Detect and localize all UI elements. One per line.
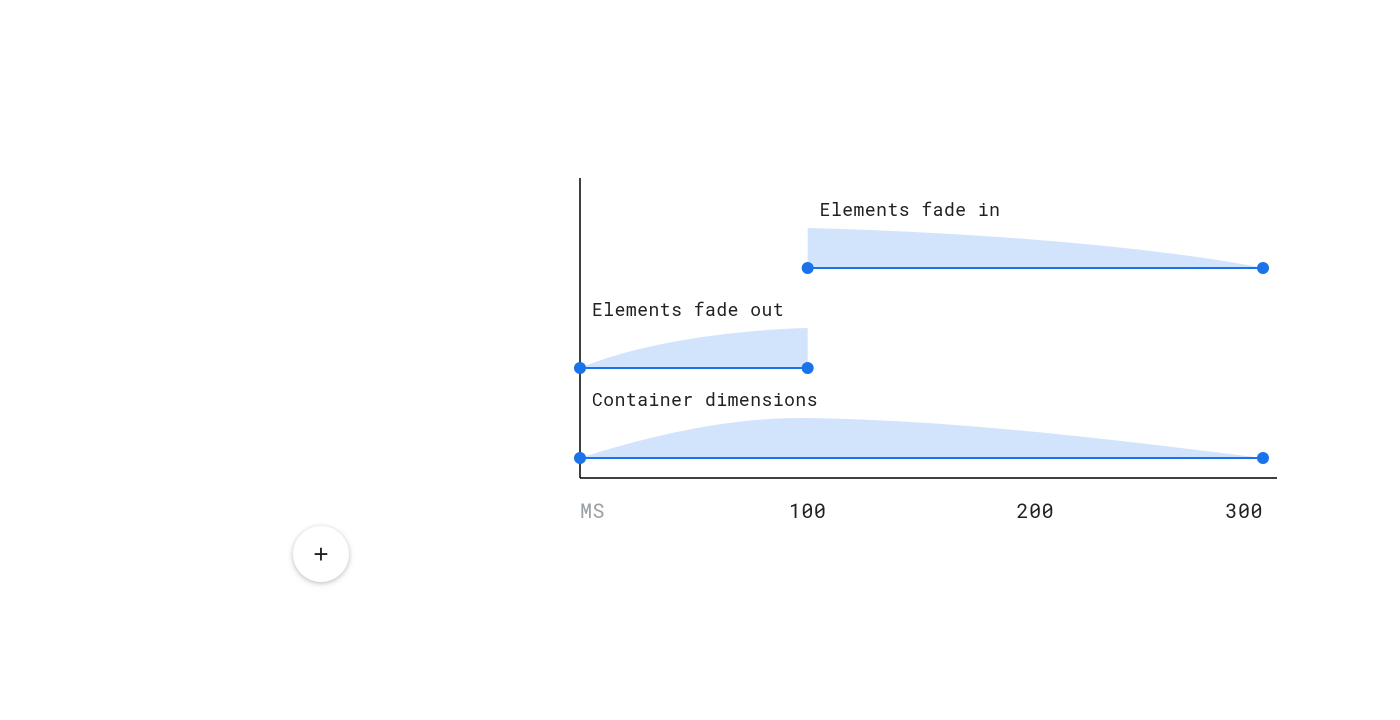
track-marker-fade-in-end <box>1257 262 1269 274</box>
track-marker-container-start <box>574 452 586 464</box>
track-marker-fade-out-end <box>802 362 814 374</box>
plus-icon: + <box>313 539 328 570</box>
track-curve-container <box>580 418 1263 458</box>
x-tick-300: 300 <box>1225 498 1263 524</box>
track-label-fade-in: Elements fade in <box>820 197 1001 221</box>
track-marker-container-end <box>1257 452 1269 464</box>
animation-timeline-chart: Elements fade in Elements fade out Contain… <box>570 178 1287 548</box>
x-tick-200: 200 <box>1017 498 1055 524</box>
fab-add-button[interactable]: + <box>293 526 349 582</box>
track-marker-fade-in-start <box>802 262 814 274</box>
track-curve-fade-out <box>580 328 808 368</box>
track-label-container: Container dimensions <box>592 387 818 411</box>
x-tick-MS: MS <box>580 498 605 524</box>
track-curve-fade-in <box>808 228 1263 268</box>
track-label-fade-out: Elements fade out <box>592 297 784 321</box>
x-tick-100: 100 <box>789 498 827 524</box>
track-marker-fade-out-start <box>574 362 586 374</box>
